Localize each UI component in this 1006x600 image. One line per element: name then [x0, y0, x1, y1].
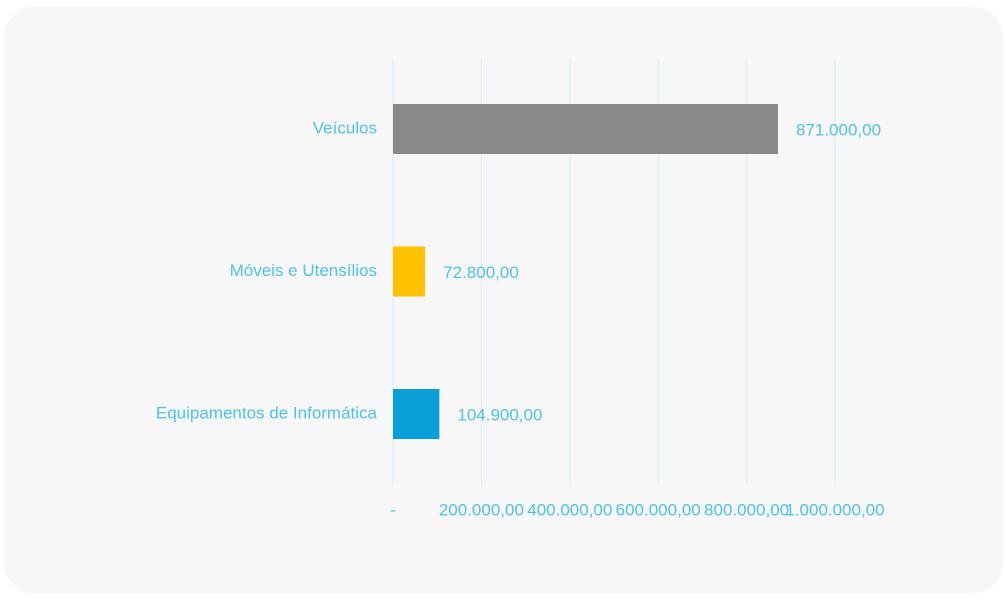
bar	[393, 246, 426, 297]
x-tick-label: 1.000.000,00	[785, 500, 884, 519]
data-label: 104.900,00	[457, 405, 542, 424]
y-tick-label: Veículos	[313, 118, 377, 137]
x-tick-label: 800.000,00	[704, 500, 789, 519]
data-label: 871.000,00	[796, 120, 881, 139]
bar	[393, 389, 440, 439]
x-tick-label: 600.000,00	[616, 500, 701, 519]
y-tick-label: Equipamentos de Informática	[156, 403, 378, 422]
x-tick-label: 400.000,00	[527, 500, 612, 519]
x-tick-label: -	[390, 500, 396, 519]
y-tick-label: Móveis e Utensílios	[230, 261, 377, 280]
data-label: 72.800,00	[443, 263, 519, 282]
bar	[393, 104, 778, 154]
x-tick-label: 200.000,00	[439, 500, 524, 519]
